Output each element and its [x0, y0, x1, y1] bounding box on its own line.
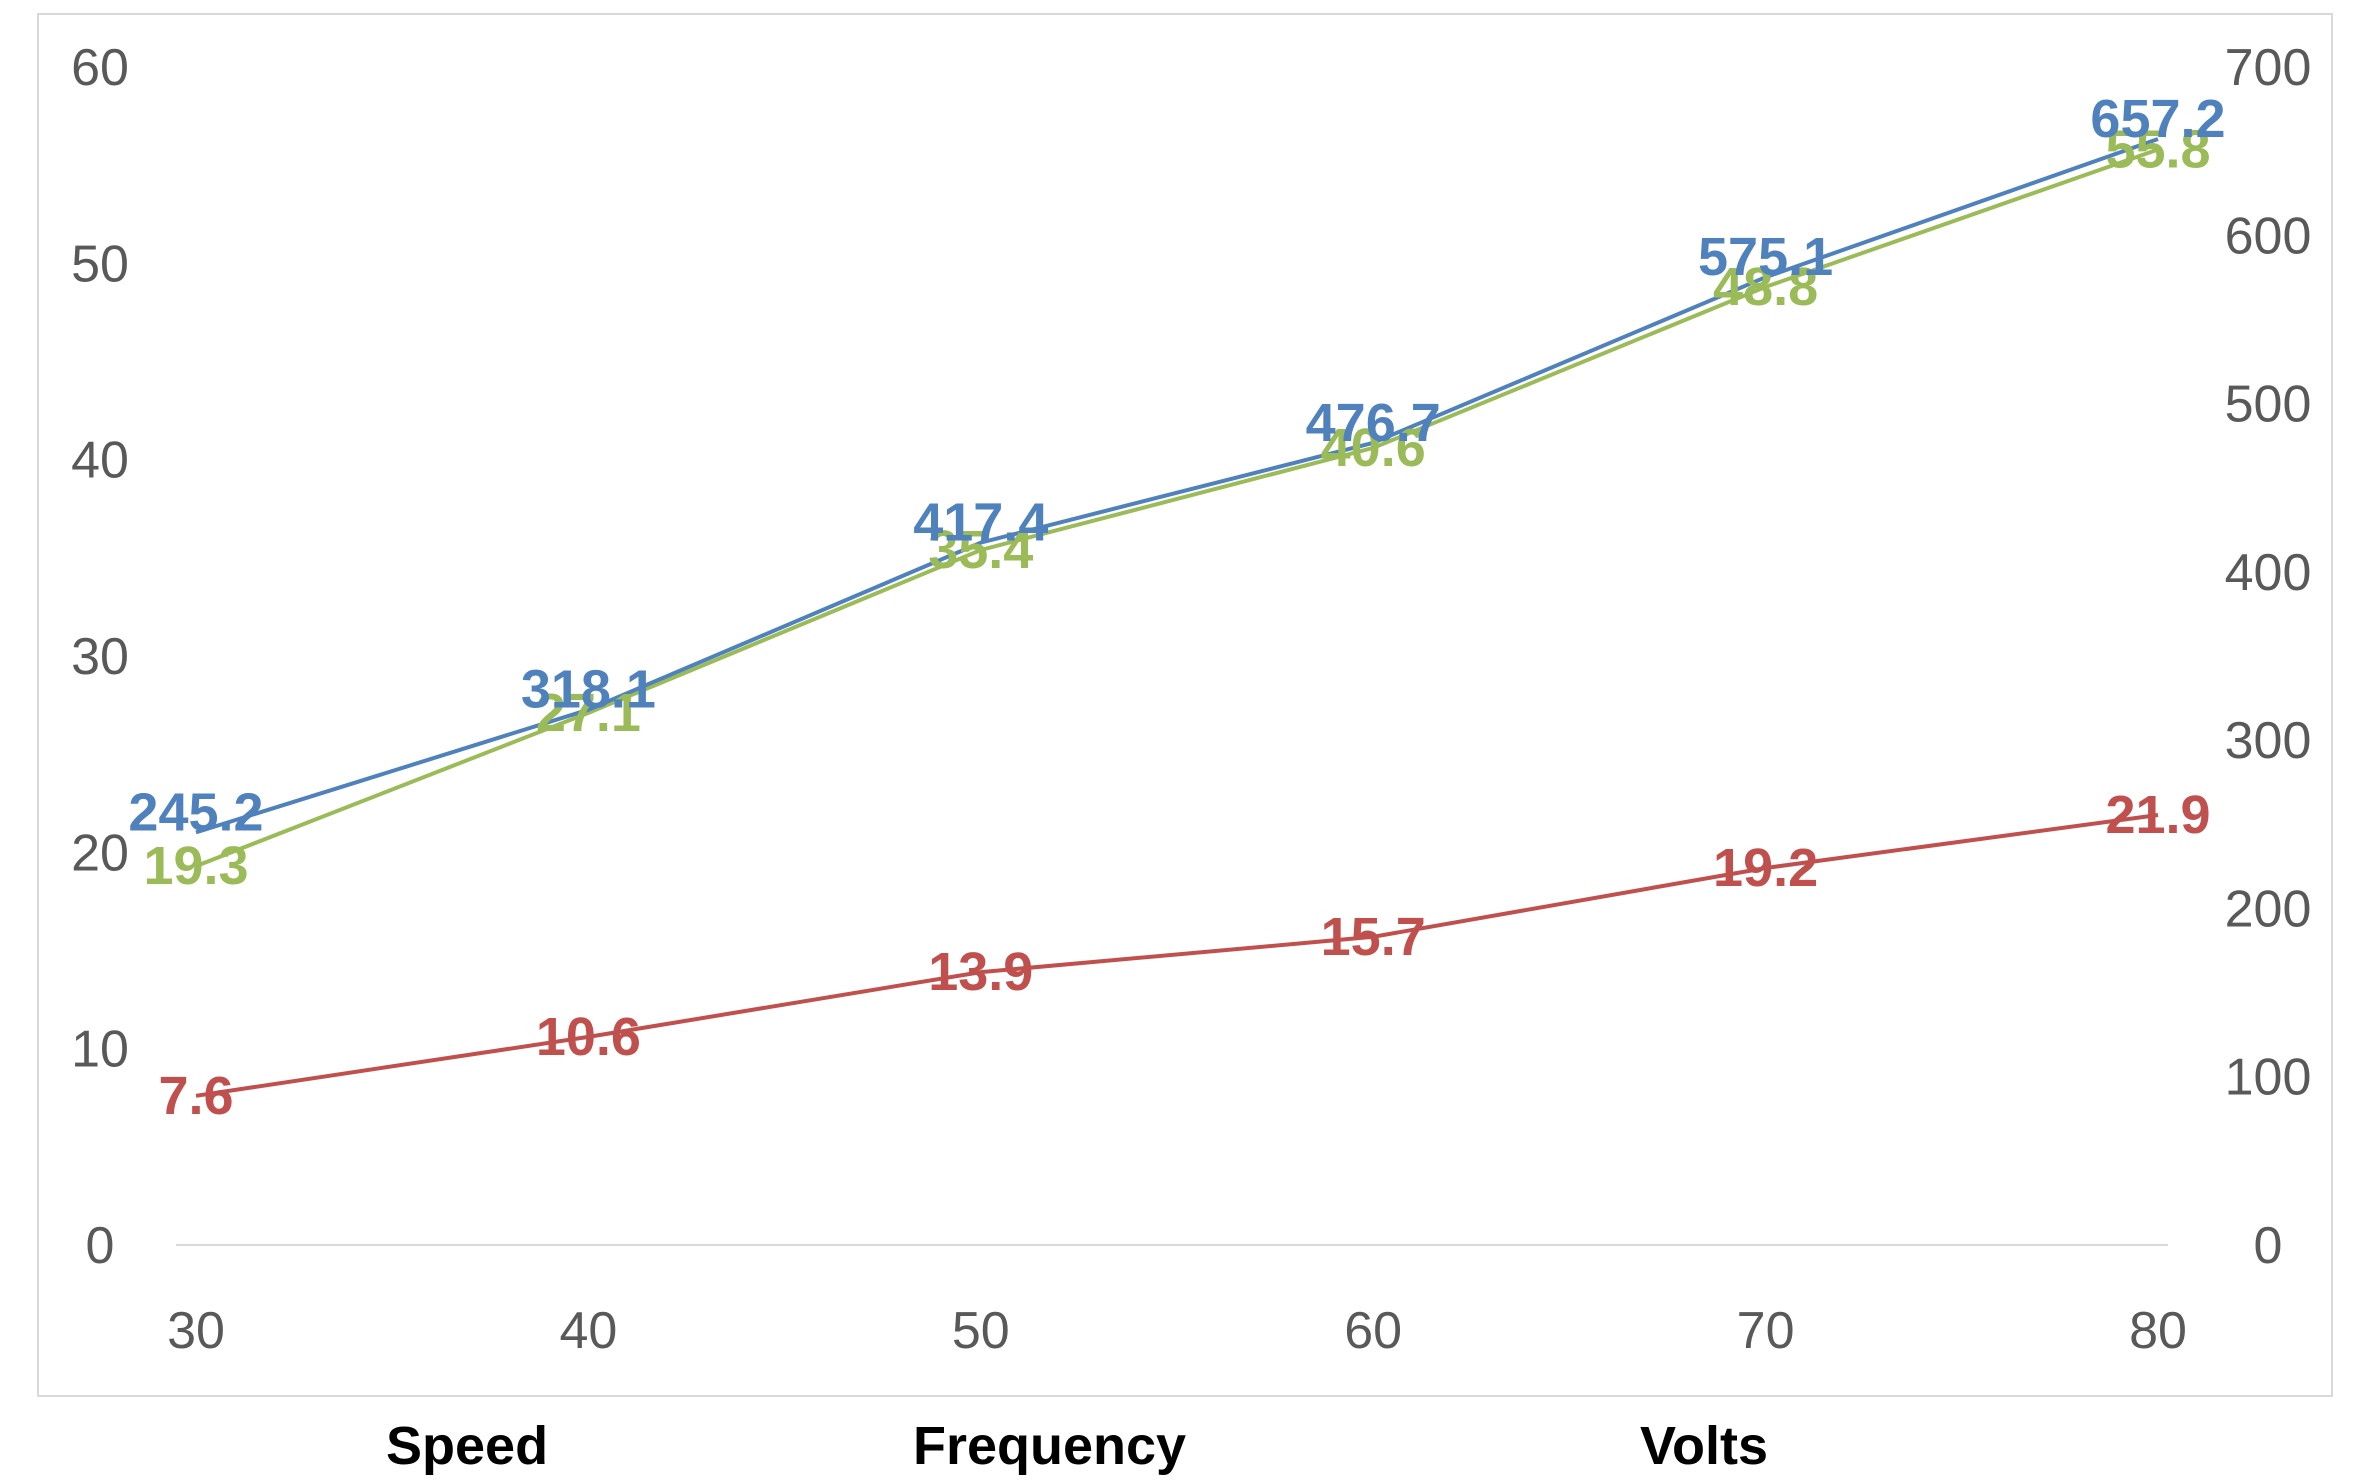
x-tick-label: 40 — [559, 1302, 617, 1360]
data-label-frequency: 48.8 — [1713, 257, 1818, 317]
data-label-volts: 657.2 — [2090, 89, 2225, 149]
data-label-speed: 19.2 — [1713, 838, 1818, 898]
y-right-tick-label: 0 — [2254, 1217, 2283, 1275]
x-tick-label: 30 — [167, 1302, 225, 1360]
y-left-tick-label: 50 — [71, 235, 129, 293]
y-right-tick-label: 600 — [2225, 207, 2312, 265]
data-label-volts: 476.7 — [1306, 393, 1441, 453]
y-left-tick-label: 10 — [71, 1021, 129, 1079]
y-left-tick-label: 30 — [71, 628, 129, 686]
y-right-tick-label: 100 — [2225, 1049, 2312, 1107]
data-label-frequency: 40.6 — [1321, 418, 1426, 478]
data-label-speed: 10.6 — [536, 1007, 641, 1067]
y-right-tick-label: 400 — [2225, 544, 2312, 602]
data-label-frequency: 19.3 — [143, 836, 248, 896]
y-left-tick-label: 60 — [71, 39, 129, 97]
series-line-frequency — [195, 147, 2159, 868]
y-right-tick-label: 500 — [2225, 376, 2312, 434]
y-right-tick-label: 200 — [2225, 880, 2312, 938]
y-right-tick-label: 700 — [2225, 39, 2312, 97]
series-line-volts — [195, 137, 2159, 835]
data-label-frequency: 55.8 — [2105, 119, 2210, 179]
y-left-tick-label: 40 — [71, 432, 129, 490]
legend-speed: Speed — [386, 1416, 549, 1476]
data-label-frequency: 35.4 — [928, 520, 1033, 580]
x-tick-label: 80 — [2129, 1302, 2187, 1360]
series-line-speed — [195, 813, 2159, 1098]
x-tick-label: 60 — [1344, 1302, 1402, 1360]
legend-frequency: Frequency — [913, 1416, 1187, 1476]
data-label-frequency: 27.1 — [536, 683, 641, 743]
data-label-speed: 15.7 — [1321, 907, 1426, 967]
y-left-tick-label: 0 — [86, 1217, 115, 1275]
data-label-volts: 417.4 — [913, 493, 1048, 553]
data-label-speed: 13.9 — [928, 942, 1033, 1002]
data-label-volts: 575.1 — [1698, 227, 1833, 287]
data-label-volts: 245.2 — [128, 782, 263, 842]
x-tick-label: 50 — [952, 1302, 1010, 1360]
chart-frame — [37, 13, 2333, 1397]
legend-volts: Volts — [1640, 1416, 1769, 1476]
y-right-tick-label: 300 — [2225, 712, 2312, 770]
data-label-volts: 318.1 — [521, 660, 656, 720]
data-label-speed: 7.6 — [158, 1066, 233, 1126]
y-left-tick-label: 20 — [71, 824, 129, 882]
x-tick-label: 70 — [1737, 1302, 1795, 1360]
data-label-speed: 21.9 — [2105, 785, 2210, 845]
